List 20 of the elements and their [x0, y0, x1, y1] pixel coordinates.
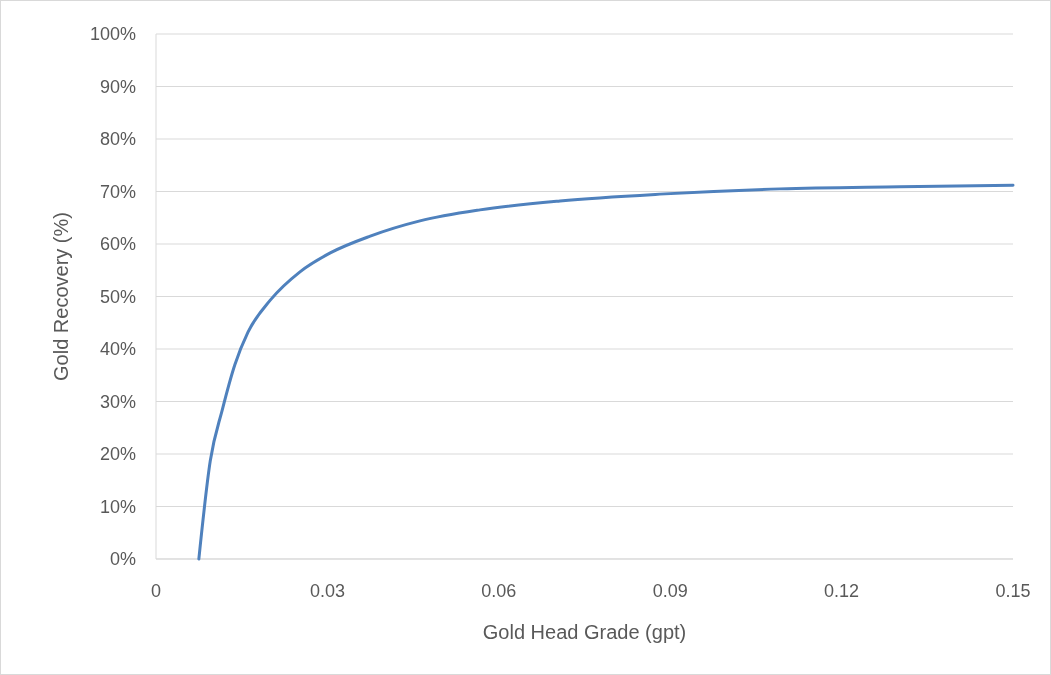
x-tick-label: 0.12 [824, 581, 860, 601]
x-tick-label: 0 [150, 581, 162, 601]
x-tick-label: 0.15 [995, 581, 1031, 601]
y-tick-label: 60% [99, 234, 136, 255]
x-tick-label: 0.03 [309, 581, 345, 601]
y-tick-label: 50% [99, 286, 136, 307]
y-tick-label: 70% [99, 181, 136, 202]
y-tick-label: 40% [99, 339, 136, 360]
y-tick-label: 80% [99, 129, 136, 150]
y-axis-title: Gold Recovery (%) [50, 212, 72, 381]
line-series [197, 183, 1015, 561]
x-tick-label: 0.06 [481, 581, 517, 601]
x-axis-title: Gold Head Grade (gpt) [482, 621, 687, 643]
y-tick-label: 10% [99, 496, 136, 517]
y-tick-label: 100% [89, 24, 136, 45]
y-tick-label: 90% [99, 76, 136, 97]
y-tick-label: 20% [99, 444, 136, 465]
y-tick-label: 30% [99, 391, 136, 412]
y-tick-label: 0% [109, 549, 136, 570]
x-tick-label: 0.09 [652, 581, 688, 601]
